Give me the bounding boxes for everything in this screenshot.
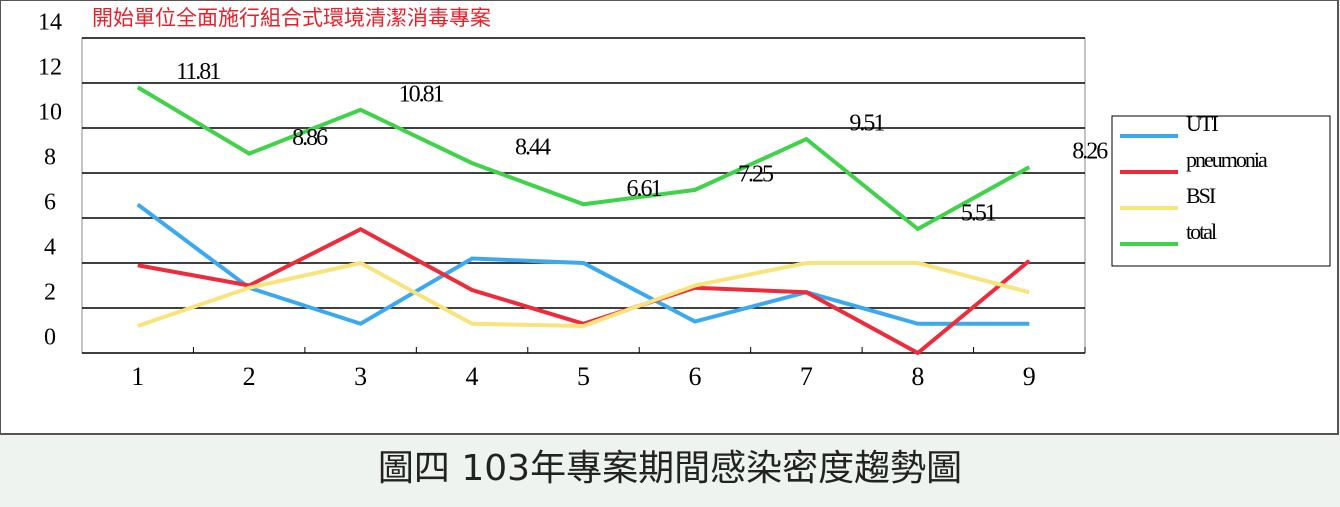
y-tick-label: 12	[38, 55, 62, 81]
data-label: 6.61	[627, 176, 662, 202]
x-tick-label: 5	[577, 362, 590, 391]
data-label: 10.81	[399, 81, 444, 107]
x-tick-label: 3	[354, 362, 367, 391]
legend-label: total	[1186, 219, 1217, 244]
series-line	[137, 226, 1031, 356]
legend-box	[1111, 115, 1331, 267]
series-line	[136, 85, 1031, 232]
x-tick-label: 6	[688, 362, 701, 391]
x-tick-label: 7	[800, 362, 813, 391]
series-line	[137, 260, 1030, 329]
x-tick-label: 4	[466, 362, 479, 391]
y-tick-label: 8	[44, 145, 56, 171]
x-tick-label: 8	[911, 362, 924, 391]
data-label: 5.51	[961, 201, 996, 227]
y-tick-label: 4	[44, 235, 56, 261]
series-line	[136, 202, 1030, 326]
data-label: 8.44	[515, 135, 551, 161]
y-tick-label: 10	[38, 100, 62, 126]
y-tick-label: 2	[44, 280, 56, 306]
data-label: 7.25	[738, 161, 774, 187]
legend-label: UTI	[1186, 111, 1218, 136]
annotation: 開始單位全面施行組合式環境清潔消毒專案	[92, 6, 491, 30]
y-tick-label: 0	[44, 325, 56, 351]
caption: 圖四 103年專案期間感染密度趨勢圖	[378, 448, 962, 489]
data-label: 9.51	[849, 111, 884, 137]
data-label: 8.26	[1072, 139, 1108, 165]
x-tick-label: 1	[131, 362, 144, 391]
x-tick-label: 2	[243, 362, 256, 391]
legend-label: pneumonia	[1186, 147, 1268, 172]
legend-label: BSI	[1186, 183, 1216, 208]
y-tick-label: 6	[44, 190, 56, 216]
data-label: 8.86	[292, 125, 328, 151]
data-label: 11.81	[176, 59, 220, 85]
x-tick-label: 9	[1023, 362, 1036, 391]
y-tick-label: 14	[38, 10, 62, 36]
